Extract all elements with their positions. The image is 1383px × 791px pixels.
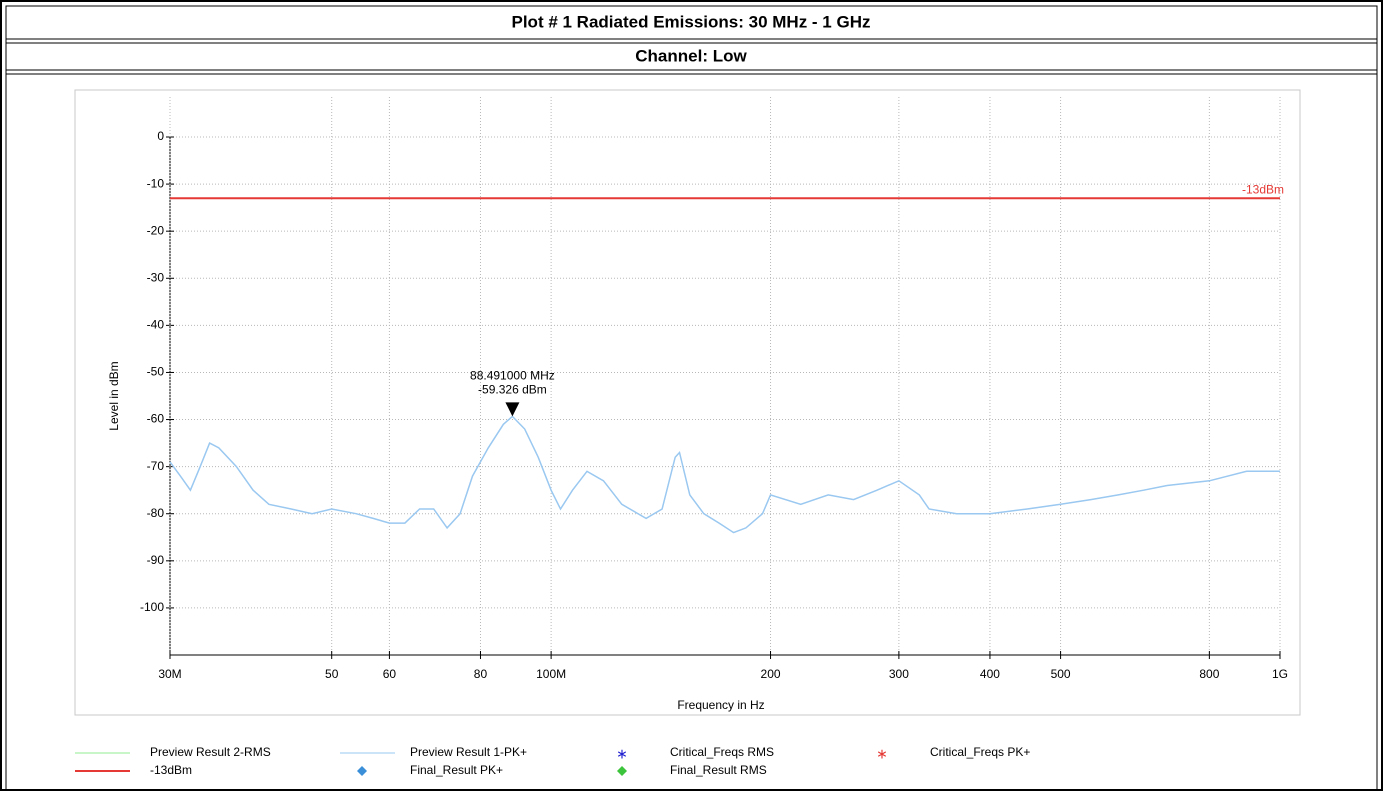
y-tick-label: -40 (147, 318, 165, 332)
inner-frame (5, 5, 1378, 791)
x-tick-label: 80 (474, 667, 488, 681)
x-tick-label: 500 (1051, 667, 1071, 681)
series-line (169, 415, 1280, 534)
x-tick-label: 200 (761, 667, 781, 681)
y-tick-label: 0 (157, 129, 164, 143)
y-tick-label: -10 (147, 176, 165, 190)
x-tick-label: 60 (383, 667, 397, 681)
legend-label: -13dBm (150, 763, 192, 777)
chart-subtitle: Channel: Low (635, 46, 747, 65)
legend-label: Final_Result PK+ (410, 763, 503, 777)
chart-title: Plot # 1 Radiated Emissions: 30 MHz - 1 … (512, 12, 871, 31)
legend-swatch (617, 766, 627, 776)
y-tick-label: -50 (147, 365, 165, 379)
x-tick-label: 400 (980, 667, 1000, 681)
legend-label: Critical_Freqs PK+ (930, 745, 1030, 759)
y-tick-label: -70 (147, 459, 165, 473)
x-tick-label: 50 (325, 667, 339, 681)
legend-swatch (357, 766, 367, 776)
x-tick-label: 300 (889, 667, 909, 681)
legend-swatch: ∗ (616, 746, 628, 762)
limit-label: -13dBm (1242, 182, 1284, 196)
x-axis-label: Frequency in Hz (677, 698, 764, 712)
x-tick-label: 1G (1272, 667, 1288, 681)
y-tick-label: -60 (147, 412, 165, 426)
y-tick-label: -20 (147, 223, 165, 237)
legend-label: Preview Result 1-PK+ (410, 745, 527, 759)
y-tick-label: -80 (147, 506, 165, 520)
plot-panel (74, 89, 1301, 716)
y-tick-label: -100 (140, 600, 164, 614)
peak-marker (505, 402, 520, 417)
legend-label: Preview Result 2-RMS (150, 745, 271, 759)
marker-label: 88.491000 MHz (470, 369, 555, 383)
x-tick-label: 30M (158, 667, 181, 681)
y-tick-label: -30 (147, 270, 165, 284)
marker-label: -59.326 dBm (478, 383, 547, 397)
y-tick-label: -90 (147, 553, 165, 567)
x-tick-label: 100M (536, 667, 566, 681)
legend-label: Critical_Freqs RMS (670, 745, 774, 759)
y-axis-label: Level in dBm (107, 361, 121, 430)
legend-swatch: ∗ (876, 746, 888, 762)
x-tick-label: 800 (1199, 667, 1219, 681)
legend-label: Final_Result RMS (670, 763, 767, 777)
